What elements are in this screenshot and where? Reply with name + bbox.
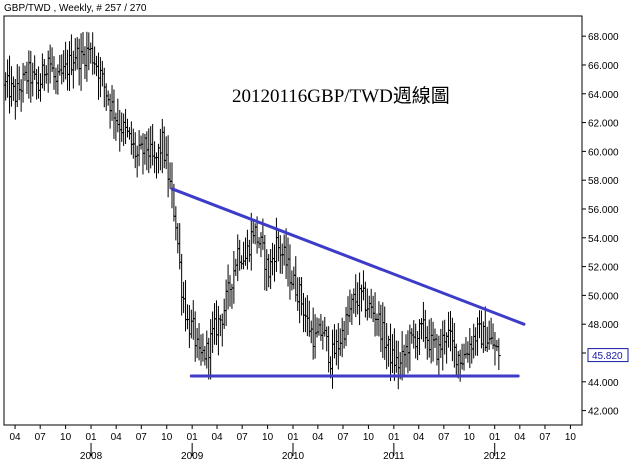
x-tick-label: 04 [111, 432, 123, 443]
y-tick-label: 60.000 [588, 147, 619, 158]
x-tick-label: 04 [211, 432, 223, 443]
x-tick-label: 07 [539, 432, 551, 443]
ohlc-bar [496, 338, 501, 370]
y-tick-label: 42.000 [588, 407, 619, 418]
x-tick-label: 10 [464, 432, 476, 443]
y-tick-label: 48.000 [588, 320, 619, 331]
x-tick-label: 07 [35, 432, 47, 443]
x-tick-label: 01 [287, 432, 299, 443]
x-tick-label: 04 [312, 432, 324, 443]
y-tick-label: 62.000 [588, 119, 619, 130]
x-tick-label: 01 [388, 432, 400, 443]
chart-annotation-title: 20120116GBP/TWD週線圖 [232, 85, 450, 107]
y-tick-label: 64.000 [588, 90, 619, 101]
trendlines [170, 187, 526, 378]
year-label: 2012 [484, 451, 507, 462]
x-tick-label: 01 [85, 432, 97, 443]
y-tick-label: 44.000 [588, 378, 619, 389]
ohlc-bars [3, 31, 501, 390]
x-tick-label: 10 [565, 432, 577, 443]
last-price-box [587, 348, 629, 363]
x-tick-label: 07 [337, 432, 349, 443]
y-tick-label: 54.000 [588, 234, 619, 245]
x-tick-label: 04 [9, 432, 21, 443]
x-tick-label: 04 [413, 432, 425, 443]
x-tick-label: 10 [60, 432, 72, 443]
x-tick-label: 07 [438, 432, 450, 443]
y-tick-label: 58.000 [588, 176, 619, 187]
x-tick-label: 01 [187, 432, 199, 443]
y-tick-label: 56.000 [588, 205, 619, 216]
x-tick-label: 10 [262, 432, 274, 443]
y-tick-label: 68.000 [588, 32, 619, 43]
last-price-label: 45.820 [592, 351, 623, 362]
trendline-resistance [170, 187, 526, 326]
chart-header: GBP/TWD , Weekly, # 257 / 270 [4, 3, 147, 14]
year-label: 2009 [181, 451, 204, 462]
x-tick-label: 10 [363, 432, 375, 443]
y-tick-label: 50.000 [588, 291, 619, 302]
x-tick-label: 10 [161, 432, 173, 443]
year-label: 2010 [282, 451, 305, 462]
x-tick-label: 04 [514, 432, 526, 443]
year-label: 2008 [80, 451, 103, 462]
y-tick-label: 52.000 [588, 263, 619, 274]
x-axis: 04 07 10 01 04 07 10 01 04 07 10 01 04 07 10 01 04 07 10 01… [9, 425, 576, 462]
last-price-marker: 45.820 [587, 348, 629, 363]
x-tick-label: 07 [237, 432, 249, 443]
year-label: 2011 [383, 451, 405, 462]
y-tick-label: 66.000 [588, 61, 619, 72]
x-tick-label: 01 [489, 432, 501, 443]
x-tick-label: 07 [136, 432, 148, 443]
